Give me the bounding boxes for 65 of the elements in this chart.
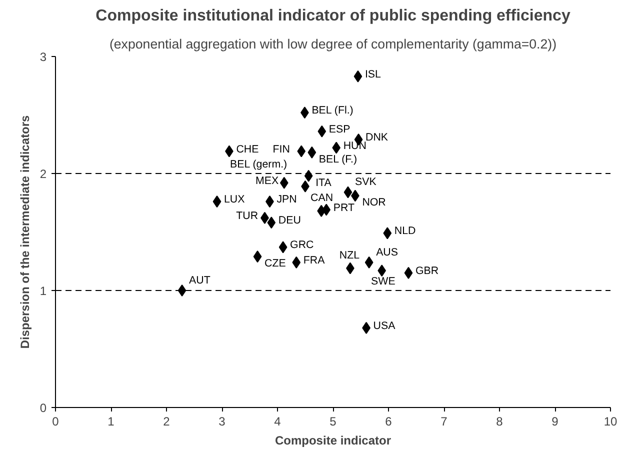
x-tick-label: 6 <box>385 414 392 428</box>
x-tick-label: 0 <box>52 414 60 428</box>
point <box>308 146 316 158</box>
annotation: NLD <box>394 225 416 238</box>
point <box>292 256 301 268</box>
x-tick-label: 10 <box>604 414 618 428</box>
x-tick-label: 2 <box>163 414 170 428</box>
annotation: AUT <box>189 274 211 286</box>
point <box>253 250 262 263</box>
point <box>383 227 392 240</box>
y-tick-label: 2 <box>40 167 47 181</box>
point <box>280 176 288 189</box>
annotation: CAN <box>310 192 334 204</box>
y-axis-title: Dispersion of the intermediate indicators <box>18 114 32 349</box>
y-tick-label: 0 <box>40 401 47 415</box>
x-tick-label: 8 <box>496 414 504 428</box>
annotation: NZL <box>339 249 360 262</box>
annotation: FRA <box>303 254 326 266</box>
annotation: GRC <box>290 239 314 252</box>
x-tick-label: 3 <box>218 414 226 428</box>
point <box>404 266 413 279</box>
annotation: TUR <box>236 210 258 222</box>
annotation: USA <box>373 320 396 332</box>
annotation: SWE <box>371 276 396 288</box>
annotation: PRT <box>333 202 355 214</box>
x-tick-label: 7 <box>440 414 448 428</box>
point <box>297 145 306 158</box>
annotation: BEL (F.) <box>318 153 358 166</box>
point <box>322 204 331 216</box>
point <box>178 284 186 296</box>
x-axis-title: Composite indicator <box>274 434 392 448</box>
annotation: JPN <box>276 194 297 206</box>
annotation: MEX <box>256 174 279 187</box>
point <box>267 216 276 229</box>
annotation: LUX <box>224 194 245 206</box>
annotation: ESP <box>328 123 350 136</box>
point <box>344 186 352 198</box>
point <box>278 241 288 254</box>
annotation: AUS <box>376 246 398 258</box>
annotation: CHE <box>236 143 259 156</box>
x-tick-label: 4 <box>274 414 282 428</box>
annotation: DNK <box>366 132 388 144</box>
annotation: GBR <box>415 264 439 277</box>
point <box>304 170 313 182</box>
point <box>354 70 362 82</box>
annotation: BEL (germ.) <box>230 158 288 170</box>
annotation: FIN <box>272 143 290 156</box>
annotation: ITA <box>316 176 332 189</box>
annotation: DEU <box>278 214 301 227</box>
annotation: ISL <box>364 68 382 80</box>
point <box>318 125 326 138</box>
chart-title: Composite institutional indicator of public spending efficiency <box>96 8 570 24</box>
y-tick-label: 3 <box>40 50 47 64</box>
annotation: NOR <box>362 196 386 209</box>
point <box>378 264 386 277</box>
chart-subtitle: (exponential aggregation with low degree of complementarity (gamma=0.2)) <box>109 36 557 52</box>
point <box>364 256 374 268</box>
annotation: CZE <box>264 258 286 270</box>
point <box>212 196 222 208</box>
annotation: BEL (Fl.) <box>312 104 354 117</box>
x-tick-label: 9 <box>552 414 559 428</box>
x-tick-label: 1 <box>108 414 115 428</box>
x-tick-label: 5 <box>330 414 337 428</box>
y-tick-label: 1 <box>40 284 47 298</box>
annotation: SVK <box>354 176 376 188</box>
